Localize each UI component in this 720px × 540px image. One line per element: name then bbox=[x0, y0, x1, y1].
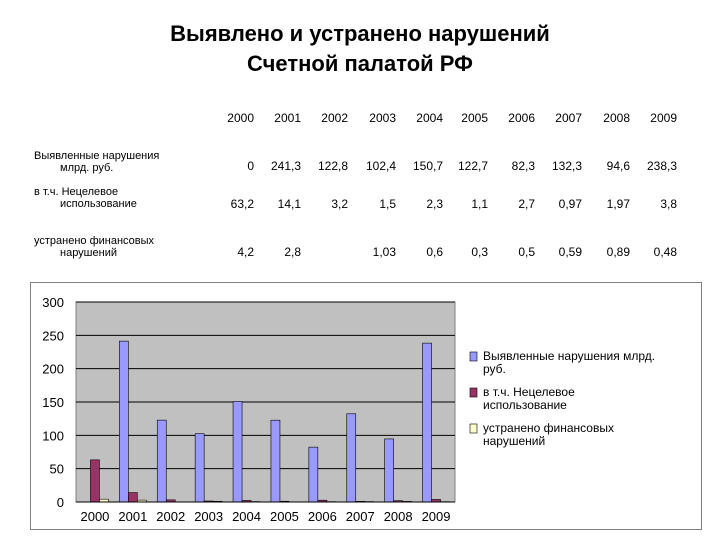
year-header-2004: 2004 bbox=[416, 111, 443, 125]
legend-label-0: руб. bbox=[483, 362, 506, 376]
bar-2007-series-0 bbox=[346, 413, 357, 503]
bar-2001-series-0 bbox=[119, 340, 129, 503]
x-tick-label: 2002 bbox=[156, 509, 185, 524]
table-cell: 2,3 bbox=[426, 197, 443, 211]
table-cell: 0,59 bbox=[558, 245, 582, 259]
legend-swatch-2 bbox=[469, 423, 478, 434]
legend-label-1: использование bbox=[483, 398, 567, 412]
table-cell: 0,3 bbox=[471, 245, 488, 259]
year-header-2005: 2005 bbox=[461, 111, 488, 125]
table-cell: 63,2 bbox=[230, 197, 254, 211]
year-header-2006: 2006 bbox=[508, 111, 535, 125]
y-tick-label: 0 bbox=[57, 495, 64, 510]
table-cell: 122,8 bbox=[317, 159, 348, 173]
bar-2006-series-0 bbox=[308, 446, 319, 503]
year-header-2001: 2001 bbox=[274, 111, 301, 125]
legend-swatch-0 bbox=[469, 351, 478, 362]
bar-2005-series-0 bbox=[270, 419, 281, 503]
x-tick-label: 2007 bbox=[346, 509, 375, 524]
year-header-2007: 2007 bbox=[555, 111, 582, 125]
x-tick-label: 2009 bbox=[422, 509, 451, 524]
table-cell: 241,3 bbox=[270, 159, 301, 173]
x-tick-label: 2000 bbox=[80, 509, 109, 524]
page-title-line2: Счетной палатой РФ bbox=[247, 51, 473, 76]
page-title-line1: Выявлено и устранено нарушений bbox=[170, 21, 550, 46]
row-label-violations: Выявленные нарушения млрд. руб. bbox=[34, 150, 160, 174]
year-header-2009: 2009 bbox=[650, 111, 677, 125]
table-cell: 4,2 bbox=[237, 245, 254, 259]
x-tick-label: 2008 bbox=[384, 509, 413, 524]
legend-label-0: Выявленные нарушения млрд. bbox=[483, 349, 655, 363]
legend-swatch-1 bbox=[469, 387, 478, 398]
y-tick-label: 250 bbox=[42, 328, 64, 343]
table-cell: 82,3 bbox=[511, 159, 535, 173]
bar-2008-series-0 bbox=[384, 438, 394, 503]
table-cell: 14,1 bbox=[277, 197, 301, 211]
x-tick-label: 2005 bbox=[270, 509, 299, 524]
year-header-2003: 2003 bbox=[369, 111, 396, 125]
table-cell: 0,6 bbox=[426, 245, 443, 259]
x-tick-label: 2004 bbox=[232, 509, 261, 524]
x-tick-label: 2003 bbox=[194, 509, 223, 524]
legend-label-2: нарушений bbox=[483, 434, 545, 448]
x-tick-label: 2001 bbox=[118, 509, 147, 524]
year-header-2000: 2000 bbox=[227, 111, 254, 125]
x-tick-label: 2006 bbox=[308, 509, 337, 524]
legend-label-2: устранено финансовых bbox=[483, 421, 614, 435]
table-cell: 0,5 bbox=[518, 245, 535, 259]
table-cell: 1,5 bbox=[379, 197, 396, 211]
table-cell: 0,97 bbox=[558, 197, 582, 211]
table-cell: 238,3 bbox=[646, 159, 677, 173]
y-tick-label: 300 bbox=[42, 295, 64, 310]
table-cell: 3,2 bbox=[331, 197, 348, 211]
bar-2000-series-1 bbox=[90, 459, 100, 503]
table-cell: 1,97 bbox=[606, 197, 630, 211]
data-table: 2000 2001 2002 2003 2004 2005 2006 2007 … bbox=[34, 111, 677, 259]
y-tick-label: 100 bbox=[42, 428, 64, 443]
table-cell: 1,1 bbox=[471, 197, 488, 211]
y-tick-label: 150 bbox=[42, 395, 64, 410]
table-cell: 2,7 bbox=[518, 197, 535, 211]
bar-2002-series-0 bbox=[156, 419, 167, 503]
table-cell: 2,8 bbox=[284, 245, 301, 259]
table-cell: 3,8 bbox=[660, 197, 677, 211]
table-cell: 102,4 bbox=[365, 159, 396, 173]
table-cell: 132,3 bbox=[551, 159, 582, 173]
row-label-remedied: устранено финансовых нарушений bbox=[34, 235, 155, 259]
legend-label-1: в т.ч. Нецелевое bbox=[483, 385, 575, 399]
table-cell: 1,03 bbox=[372, 245, 396, 259]
y-tick-label: 50 bbox=[50, 462, 64, 477]
year-header-2008: 2008 bbox=[603, 111, 630, 125]
table-cell: 122,7 bbox=[457, 159, 488, 173]
bar-2004-series-0 bbox=[232, 401, 243, 503]
table-cell: 0,89 bbox=[606, 245, 630, 259]
row-label-misuse: в т.ч. Нецелевое использование bbox=[34, 186, 137, 210]
year-header-2002: 2002 bbox=[321, 111, 348, 125]
bar-2003-series-0 bbox=[194, 433, 205, 503]
bar-2009-series-0 bbox=[422, 342, 432, 503]
table-cell: 0,48 bbox=[653, 245, 677, 259]
bar-2001-series-1 bbox=[128, 492, 138, 503]
y-tick-label: 200 bbox=[42, 362, 64, 377]
table-cell: 150,7 bbox=[412, 159, 443, 173]
table-cell: 94,6 bbox=[606, 159, 630, 173]
table-cell: 0 bbox=[247, 159, 254, 173]
